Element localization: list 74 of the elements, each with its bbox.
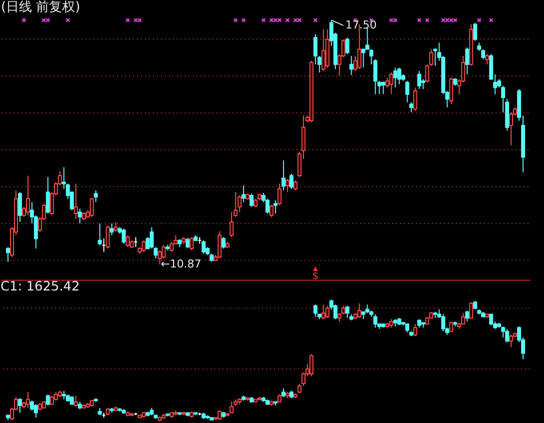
candlestick <box>74 395 78 408</box>
candlestick <box>361 48 366 68</box>
candlestick <box>46 394 50 406</box>
candlestick <box>285 178 290 193</box>
candlestick <box>26 392 30 408</box>
candlestick <box>94 190 98 203</box>
candlestick <box>230 212 234 238</box>
candlestick <box>78 208 82 224</box>
candlestick <box>98 222 102 246</box>
candlestick <box>509 112 514 146</box>
candlestick <box>242 185 246 203</box>
candlestick <box>282 160 286 191</box>
candlestick <box>110 222 114 236</box>
candlestick <box>218 230 222 259</box>
candlestick <box>325 305 330 318</box>
candlestick <box>465 310 470 322</box>
candlestick <box>397 67 402 85</box>
chart-title: C1: 1625.42 <box>0 280 80 295</box>
candlestick <box>250 193 254 208</box>
candlestick <box>309 354 314 377</box>
candlestick <box>485 54 490 65</box>
candlestick <box>190 236 194 251</box>
candlestick <box>389 72 394 95</box>
candlestick <box>74 183 78 220</box>
candlestick <box>441 314 446 332</box>
candlestick <box>90 198 94 218</box>
candlestick <box>122 228 126 244</box>
candlestick <box>126 234 130 248</box>
candlestick <box>469 302 474 318</box>
candlestick <box>321 304 326 320</box>
candlestick <box>293 180 298 191</box>
candlestick <box>465 46 470 75</box>
candlestick <box>222 236 226 250</box>
candlestick <box>345 305 350 318</box>
candlestick <box>202 240 206 254</box>
candlestick <box>413 324 418 337</box>
candlestick <box>373 314 378 328</box>
candlestick <box>449 77 454 105</box>
candlestick <box>313 304 318 318</box>
candlestick <box>18 398 22 414</box>
candlestick <box>270 204 274 218</box>
candlestick <box>449 321 454 334</box>
candlestick <box>489 314 494 326</box>
annotation: ←10.87 <box>160 257 202 270</box>
chart-title: (日线 前复权) <box>0 0 80 15</box>
candlestick <box>381 81 386 95</box>
data-label: $ <box>312 270 319 282</box>
candlestick <box>186 237 190 248</box>
candlestick <box>106 224 110 250</box>
candlestick <box>278 183 282 206</box>
candlestick <box>461 312 466 325</box>
candlestick <box>405 80 410 103</box>
candlestick <box>6 246 10 262</box>
candlestick <box>114 222 118 232</box>
candlestick <box>238 194 242 213</box>
candlestick <box>142 240 146 252</box>
candlestick <box>509 334 514 348</box>
candlestick <box>321 28 326 72</box>
candlestick <box>505 328 510 343</box>
candlestick <box>393 67 398 88</box>
candlestick <box>349 55 354 76</box>
annotation: 17.50 <box>345 18 377 32</box>
candlestick <box>357 302 362 318</box>
candlestick <box>473 22 478 42</box>
candlestick <box>289 173 294 190</box>
candlestick <box>409 102 414 113</box>
candlestick <box>413 87 418 112</box>
candlestick <box>345 36 350 55</box>
candlestick <box>26 175 30 216</box>
candlestick <box>230 401 234 414</box>
candlestick <box>46 176 50 214</box>
candlestick <box>274 200 278 214</box>
candlestick <box>34 404 38 418</box>
candlestick <box>18 192 22 223</box>
